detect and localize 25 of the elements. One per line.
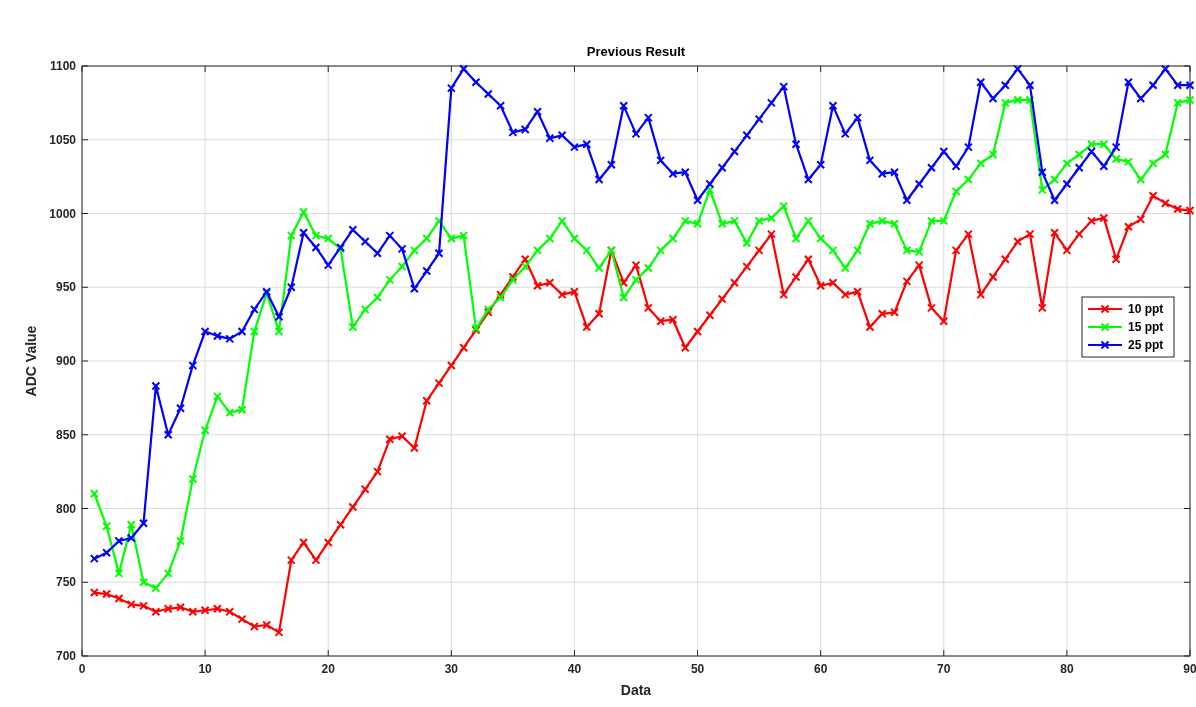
- legend-label: 15 ppt: [1128, 320, 1164, 334]
- x-tick-label: 50: [690, 662, 705, 676]
- y-tick-label: 950: [55, 280, 77, 295]
- y-tick-label: 1050: [49, 132, 77, 147]
- y-tick-label: 800: [55, 501, 77, 516]
- x-tick-label: 40: [567, 662, 582, 676]
- x-tick-label: 30: [444, 662, 459, 676]
- y-tick-label: 1100: [49, 59, 77, 73]
- x-axis-title: Data: [620, 682, 652, 698]
- x-tick-label: 20: [321, 662, 336, 676]
- x-tick-label: 90: [1183, 662, 1196, 676]
- x-tick-label: 10: [198, 662, 213, 676]
- y-tick-label: 1000: [49, 206, 77, 221]
- y-tick-label: 700: [55, 649, 77, 663]
- legend-label: 10 ppt: [1128, 302, 1164, 316]
- legend-label: 25 ppt: [1128, 338, 1164, 352]
- chart-title: Previous Result: [586, 44, 686, 59]
- y-tick-label: 750: [55, 575, 77, 590]
- x-tick-label: 0: [78, 662, 86, 676]
- x-tick-label: 70: [937, 662, 951, 676]
- y-tick-label: 900: [55, 354, 77, 368]
- y-tick-label: 850: [55, 427, 77, 442]
- x-tick-label: 60: [813, 662, 828, 676]
- x-tick-label: 80: [1060, 662, 1074, 676]
- y-axis-title: ADC Value: [23, 325, 39, 397]
